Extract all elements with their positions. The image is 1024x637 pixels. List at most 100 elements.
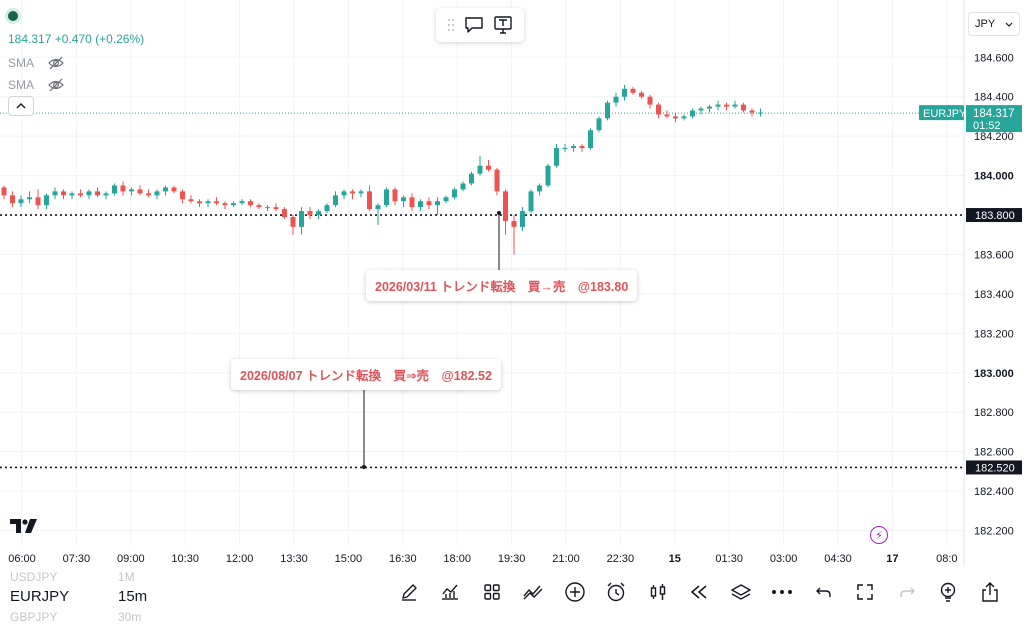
candle (622, 84, 627, 101)
candle-body (154, 191, 160, 196)
candle-body (384, 189, 389, 206)
candle-body (673, 116, 678, 119)
candle (409, 193, 415, 212)
candle (367, 185, 372, 212)
ideas-button[interactable] (928, 579, 970, 605)
fullscreen-button[interactable] (845, 579, 887, 605)
share-button[interactable] (969, 579, 1011, 605)
eye-hidden-icon[interactable] (48, 78, 64, 92)
time-axis: 06:00 07:30 09:00 10:30 12:00 13:30 15:00 16:30… (8, 553, 957, 565)
tradingview-logo[interactable] (10, 519, 38, 538)
timeframe-item[interactable]: 1M (118, 570, 135, 584)
price-tick-label: 182.600 (974, 447, 1014, 459)
price-tick-label: 182.400 (974, 486, 1014, 498)
candle-body (282, 209, 287, 218)
annotation-label-2[interactable]: 2026/08/07 トレンド転換 買⇒売 @182.52 (231, 359, 501, 390)
lightbulb-icon (941, 582, 956, 602)
symbol-price-label: EURJPY (923, 108, 967, 120)
indicator-sma-2[interactable]: SMA (8, 74, 144, 96)
candle (741, 102, 746, 113)
candle (316, 209, 321, 219)
rewind-icon (691, 585, 707, 599)
timeframe-switcher[interactable]: 1M 15m 30m (118, 567, 147, 627)
candle-body (511, 220, 517, 227)
price-tick-label: 184.400 (974, 92, 1014, 104)
candle (664, 110, 670, 119)
candle (613, 92, 619, 107)
text-tool-icon[interactable] (493, 15, 513, 35)
candle (392, 187, 398, 206)
more-button[interactable] (762, 579, 804, 605)
undo-button[interactable] (803, 579, 845, 605)
candle-body (435, 201, 440, 206)
draw-tool-button[interactable] (388, 579, 430, 605)
candle-body (358, 191, 364, 194)
candle (154, 189, 160, 200)
candle-body (61, 191, 66, 196)
candle (256, 203, 262, 210)
comment-icon[interactable] (464, 16, 484, 34)
candle (18, 195, 24, 208)
time-tick-label: 13:30 (280, 553, 308, 565)
candle (656, 102, 661, 119)
annotation-point (497, 211, 501, 215)
candle-body (103, 193, 109, 196)
current-symbol[interactable]: EURJPY (10, 588, 70, 605)
candle (214, 197, 219, 206)
candle-body (231, 203, 236, 206)
candle-body (10, 195, 15, 204)
candle-body (443, 197, 449, 202)
candle (299, 207, 304, 235)
candle (443, 195, 449, 204)
lightning-icon[interactable]: ⚡ (870, 526, 888, 544)
share-icon (982, 582, 998, 602)
price-tick-label: 182.800 (974, 407, 1014, 419)
indicators-button[interactable] (430, 579, 472, 605)
candle (188, 195, 194, 204)
current-timeframe[interactable]: 15m (118, 588, 148, 605)
plus-circle-icon (565, 582, 585, 602)
currency-selector[interactable]: JPY (968, 12, 1020, 36)
last-price-label-bg (966, 105, 1022, 133)
price-line-label-bg (966, 460, 1022, 475)
layouts-button[interactable] (471, 579, 513, 605)
eye-hidden-icon[interactable] (48, 56, 64, 70)
collapse-legend-button[interactable] (8, 96, 34, 116)
candle-body (95, 191, 100, 196)
redo-button[interactable] (886, 579, 928, 605)
compare-button[interactable] (513, 579, 555, 605)
chart-type-button[interactable] (637, 579, 679, 605)
candle-body (129, 189, 134, 192)
alert-button[interactable] (596, 579, 638, 605)
price-chart[interactable]: 184.600 184.400 184.200 184.000 183.600 183.4… (0, 0, 1024, 565)
price-tick-label: 183.000 (974, 368, 1014, 380)
add-symbol-button[interactable] (554, 579, 596, 605)
candle (10, 191, 15, 208)
time-tick-label: 03:00 (770, 553, 798, 565)
candle-body (409, 197, 415, 208)
replay-button[interactable] (679, 579, 721, 605)
candle (418, 199, 423, 212)
time-tick-label: 16:30 (389, 553, 417, 565)
candle-body (630, 88, 636, 93)
candle (375, 203, 381, 225)
candle-body (749, 110, 755, 113)
symbol-switcher[interactable]: USDJPY EURJPY GBPJPY (10, 567, 69, 627)
indicator-sma-1[interactable]: SMA (8, 52, 144, 74)
candle-body (205, 201, 211, 204)
object-tree-button[interactable] (720, 579, 762, 605)
candle (273, 203, 279, 212)
candle (180, 189, 185, 204)
drag-handle-icon[interactable] (447, 17, 455, 33)
candle-body (52, 191, 58, 196)
symbol-item[interactable]: GBPJPY (10, 610, 58, 624)
horizontal-lines (0, 112, 964, 469)
timeframe-item[interactable]: 30m (118, 610, 142, 624)
symbol-item[interactable]: USDJPY (10, 570, 58, 584)
price-line-label: 183.800 (975, 210, 1015, 222)
chevron-up-icon (16, 103, 26, 109)
candle-body (324, 205, 330, 212)
candle-body (579, 146, 585, 148)
annotation-label-1[interactable]: 2026/03/11 トレンド転換 買→売 @183.80 (366, 270, 638, 301)
candle (690, 108, 695, 119)
